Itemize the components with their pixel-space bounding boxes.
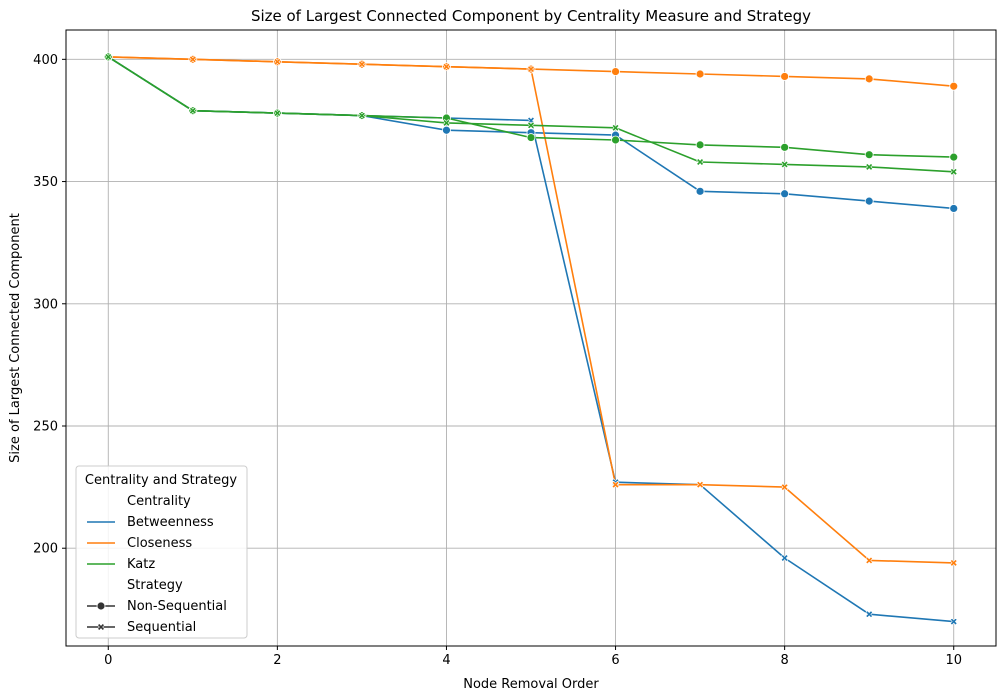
legend-strategy-entries: Non-Sequential Sequential [87,599,227,635]
data-point-katz-non-sequential [611,135,620,145]
data-point-closeness-sequential [611,480,620,489]
x-tick-label: 0 [104,653,112,668]
data-point-closeness-sequential [949,559,958,567]
data-point-betweenness-sequential [865,610,874,619]
y-tick-label: 250 [33,420,58,435]
data-point-closeness-sequential [696,480,704,489]
legend-strategy-header: Strategy [127,578,183,593]
data-point-katz-non-sequential [780,142,790,152]
data-point-katz-sequential [527,121,535,130]
data-point-katz-sequential [865,163,874,171]
data-point-katz-sequential [780,160,789,169]
y-axis-ticks: 200 250 300 350 400 [33,53,66,557]
y-tick-label: 300 [33,297,58,312]
data-point-betweenness-non-sequential [695,186,705,196]
data-point-betweenness-sequential [780,554,789,562]
data-point-closeness-non-sequential [611,67,620,76]
data-point-closeness-sequential [527,65,535,73]
data-point-closeness-sequential [442,62,451,71]
legend-label-strategy: Sequential [127,620,196,635]
data-point-closeness-non-sequential [864,74,874,84]
x-tick-label: 6 [611,653,619,668]
data-point-betweenness-non-sequential [442,125,451,135]
data-point-closeness-sequential [188,55,197,64]
x-tick-label: 8 [780,653,788,668]
data-point-katz-sequential [188,106,197,115]
data-point-betweenness-sequential [949,617,958,626]
x-tick-label: 2 [273,653,281,668]
data-point-closeness-non-sequential [949,81,959,91]
data-point-closeness-sequential [358,60,366,69]
series-line-katz-sequential [107,56,954,173]
data-point-katz-non-sequential [864,150,874,160]
data-point-betweenness-non-sequential [780,189,790,199]
series-markers [103,52,959,626]
legend-label-katz: Katz [127,557,155,572]
data-point-katz-sequential [273,109,282,117]
data-point-katz-non-sequential [526,133,536,142]
data-point-katz-sequential [104,53,113,61]
legend-label-closeness: Closeness [127,536,192,551]
data-point-katz-non-sequential [695,140,705,150]
x-axis-label: Node Removal Order [463,677,599,692]
legend-title: Centrality and Strategy [85,473,237,488]
legend-centrality-entries: Betweenness Closeness Katz [87,515,214,572]
x-axis-ticks: 0 2 4 6 8 10 [104,646,962,668]
x-tick-label: 4 [442,653,450,668]
legend-marker-x [97,623,105,631]
legend-label-strategy: Non-Sequential [127,599,227,614]
y-tick-label: 350 [33,175,58,190]
legend-label-betweenness: Betweenness [127,515,214,530]
data-point-katz-sequential [442,119,451,127]
data-point-katz-sequential [949,167,958,176]
data-point-closeness-sequential [273,57,282,66]
data-point-closeness-sequential [780,483,789,491]
plot-frame [65,29,997,647]
y-tick-label: 200 [33,542,58,557]
legend: Centrality and Strategy Centrality Betwe… [75,465,248,639]
data-point-katz-sequential [358,111,366,120]
legend-centrality-header: Centrality [127,494,191,509]
legend-marker-circle [96,601,106,611]
y-tick-label: 400 [33,53,58,68]
data-point-katz-non-sequential [949,152,959,162]
data-point-katz-sequential [611,123,620,132]
data-point-closeness-sequential [865,556,874,565]
data-point-betweenness-non-sequential [864,196,874,206]
data-point-closeness-non-sequential [695,69,705,79]
data-point-katz-sequential [696,158,704,166]
y-axis-label: Size of Largest Connected Component [8,213,23,463]
legend-box [75,465,248,639]
chart-title: Size of Largest Connected Component by C… [251,7,811,25]
data-point-closeness-non-sequential [780,72,790,81]
x-tick-label: 10 [945,653,962,668]
data-point-betweenness-non-sequential [949,204,959,213]
